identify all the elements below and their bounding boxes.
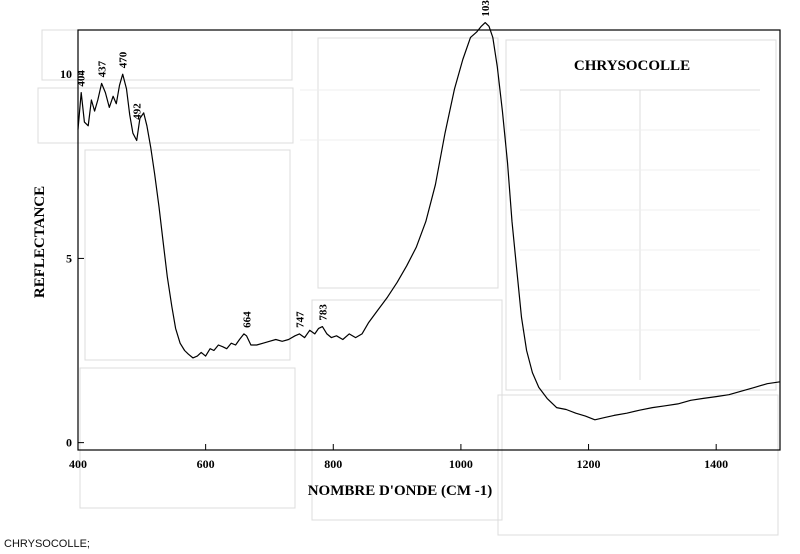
x-tick-label: 600: [197, 457, 215, 471]
peak-label-664: 664: [242, 311, 254, 328]
x-tick-label: 1000: [449, 457, 473, 471]
y-tick-label: 0: [66, 436, 72, 450]
y-axis-label: REFLECTANCE: [32, 186, 48, 298]
peak-label-470: 470: [118, 51, 130, 68]
x-axis-label: NOMBRE D'ONDE (CM -1): [308, 483, 493, 499]
peak-label-1038: 1038: [480, 0, 492, 17]
peak-label-747: 747: [294, 311, 306, 328]
chart-ticks: 400 600 800 1000 1200 1400 0 5 10: [60, 67, 728, 471]
chart-marks: [77, 22, 781, 421]
x-tick-label: 1200: [577, 457, 601, 471]
chart-axes: [77, 29, 781, 451]
x-tick-label: 800: [324, 457, 342, 471]
x-tick-label: 1400: [704, 457, 728, 471]
peak-label-404: 404: [76, 70, 88, 87]
peak-label-437: 437: [97, 60, 109, 77]
reflectance-series-line: [77, 22, 781, 421]
peak-labels: 404 437 470 492 664 747 783 1038: [76, 0, 493, 328]
peak-label-783: 783: [317, 304, 329, 321]
figure-caption: CHRYSOCOLLE;: [4, 538, 90, 550]
x-tick-label: 400: [69, 457, 87, 471]
chart-title: CHRYSOCOLLE: [574, 58, 690, 74]
y-tick-label: 10: [60, 67, 72, 81]
plot-frame: [77, 29, 781, 451]
y-tick-label: 5: [66, 251, 72, 265]
peak-label-492: 492: [132, 103, 144, 120]
